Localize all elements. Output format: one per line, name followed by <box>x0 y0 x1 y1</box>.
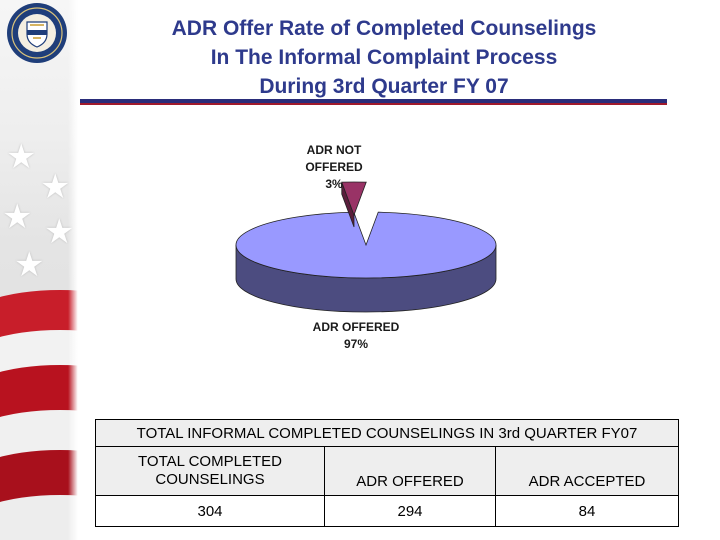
pie-slice-adr-offered <box>235 211 497 279</box>
flag-background: ★ ★ ★ ★ ★ <box>0 0 80 540</box>
pie-chart-svg: ADR NOT OFFERED 3% ADR OFFERED 97% <box>235 143 497 351</box>
treasury-seal-icon <box>6 2 68 64</box>
title-line-2: In The Informal Complaint Process <box>210 46 558 69</box>
title-line-3: During 3rd Quarter FY 07 <box>259 75 509 98</box>
label-adr-offered: ADR OFFERED 97% <box>313 320 400 351</box>
page-title: ADR Offer Rate of Completed Counselings … <box>90 14 678 101</box>
header-adr-accepted: ADR ACCEPTED <box>495 446 679 496</box>
value-total-completed: 304 <box>95 495 325 527</box>
title-rule-blue <box>80 99 667 103</box>
value-adr-accepted: 84 <box>495 495 679 527</box>
pie-chart: ADR NOT OFFERED 3% ADR OFFERED 97% <box>90 110 690 410</box>
table-caption: TOTAL INFORMAL COMPLETED COUNSELINGS IN … <box>95 419 679 447</box>
label-adr-not-offered: ADR NOT OFFERED 3% <box>305 143 363 191</box>
header-adr-offered: ADR OFFERED <box>324 446 496 496</box>
value-adr-offered: 294 <box>324 495 496 527</box>
title-rule-red <box>80 103 667 105</box>
pie-slice-adr-not-offered <box>341 181 367 217</box>
summary-table: TOTAL INFORMAL COMPLETED COUNSELINGS IN … <box>95 419 679 527</box>
title-line-1: ADR Offer Rate of Completed Counselings <box>171 17 597 40</box>
header-total-completed: TOTAL COMPLETED COUNSELINGS <box>95 446 325 496</box>
